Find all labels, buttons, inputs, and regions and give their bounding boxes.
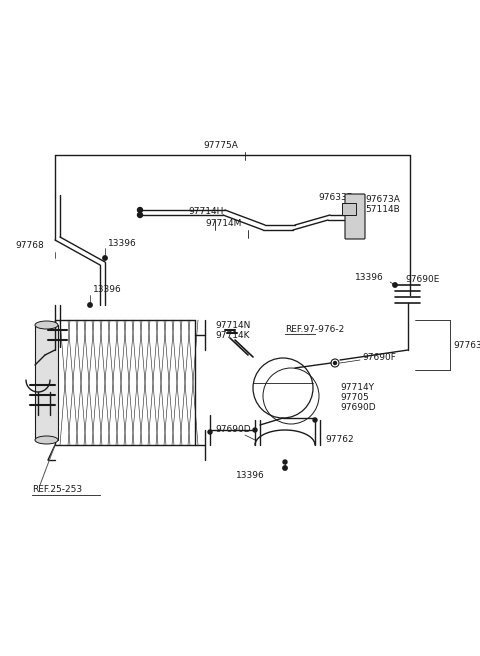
Text: 13396: 13396 (236, 470, 264, 480)
Text: 97775A: 97775A (203, 140, 238, 150)
Text: 97705: 97705 (340, 394, 369, 403)
Circle shape (208, 430, 212, 434)
Bar (342, 203, 356, 215)
Ellipse shape (35, 436, 58, 444)
Text: 97768: 97768 (15, 241, 44, 249)
Text: 97714Y: 97714Y (340, 384, 374, 392)
Text: 97762: 97762 (325, 436, 354, 445)
Circle shape (283, 466, 287, 470)
FancyBboxPatch shape (345, 194, 365, 239)
Circle shape (334, 361, 336, 365)
Text: REF.97-976-2: REF.97-976-2 (285, 325, 344, 335)
Text: 97763H: 97763H (453, 340, 480, 350)
Text: 97690E: 97690E (405, 276, 439, 285)
Text: 13396: 13396 (93, 285, 122, 295)
Text: 97690D: 97690D (215, 426, 251, 434)
Text: 13396: 13396 (108, 239, 137, 249)
Text: 97714K: 97714K (215, 331, 250, 340)
Circle shape (88, 303, 92, 307)
Text: 13396: 13396 (355, 274, 384, 283)
Text: 97673A: 97673A (365, 195, 400, 205)
Circle shape (313, 418, 317, 422)
Text: REF.25-253: REF.25-253 (32, 485, 82, 495)
Text: 97714N: 97714N (215, 321, 251, 329)
Text: 97690D: 97690D (340, 403, 376, 413)
Circle shape (137, 207, 143, 213)
Text: 97714M: 97714M (205, 220, 241, 228)
Circle shape (103, 256, 107, 260)
Circle shape (393, 283, 397, 287)
Text: 97714H: 97714H (188, 207, 223, 216)
Ellipse shape (35, 321, 58, 329)
Circle shape (283, 460, 287, 464)
Text: 57114B: 57114B (365, 205, 400, 215)
Text: 97633B: 97633B (318, 194, 353, 203)
Bar (35, 325, 58, 440)
Circle shape (253, 428, 257, 432)
Text: 97690F: 97690F (362, 352, 396, 361)
Circle shape (137, 213, 143, 218)
